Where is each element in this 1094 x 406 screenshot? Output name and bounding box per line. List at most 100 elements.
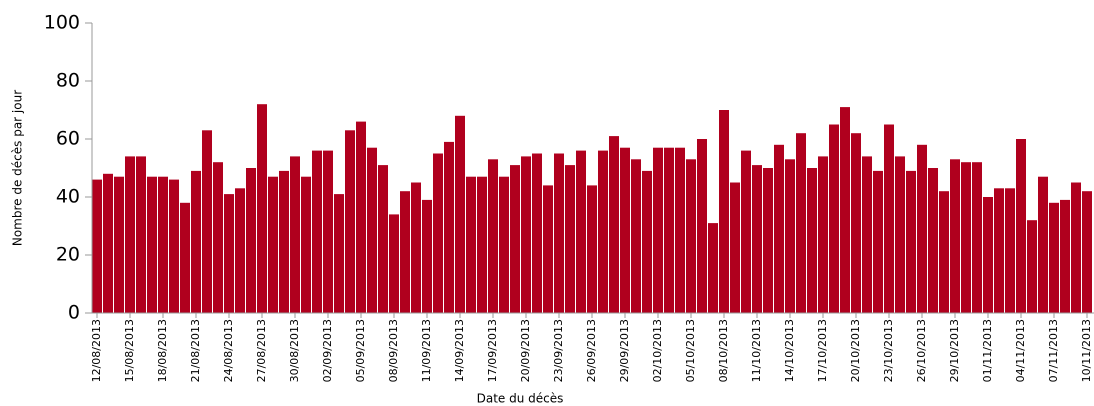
bar xyxy=(345,130,355,313)
bar xyxy=(257,104,267,313)
bar xyxy=(323,150,333,313)
bar xyxy=(818,156,828,313)
bar xyxy=(884,124,894,313)
x-tick-label: 08/09/2013 xyxy=(387,319,400,382)
x-tick-label: 27/08/2013 xyxy=(255,319,268,382)
bar xyxy=(235,188,245,313)
bar xyxy=(510,165,520,313)
bar xyxy=(719,110,729,313)
x-tick-label: 29/10/2013 xyxy=(948,319,961,382)
bar xyxy=(576,150,586,313)
x-axis-title: Date du décès xyxy=(477,392,564,406)
bar xyxy=(158,176,168,313)
bar xyxy=(730,182,740,313)
bar xyxy=(1038,176,1048,313)
bar xyxy=(92,179,102,313)
bar xyxy=(873,170,883,313)
bar xyxy=(642,170,652,313)
bar xyxy=(114,176,124,313)
x-tick-label: 26/09/2013 xyxy=(585,319,598,382)
y-tick-label: 100 xyxy=(44,12,80,34)
bar xyxy=(213,162,223,313)
bar xyxy=(587,185,597,313)
bar xyxy=(202,130,212,313)
x-tick-label: 23/09/2013 xyxy=(552,319,565,382)
bar xyxy=(125,156,135,313)
x-tick-label: 11/09/2013 xyxy=(420,319,433,382)
x-tick-label: 30/08/2013 xyxy=(288,319,301,382)
bar xyxy=(785,159,795,313)
bar xyxy=(169,179,179,313)
bar xyxy=(1049,202,1059,313)
bar xyxy=(840,107,850,313)
x-tick-label: 17/09/2013 xyxy=(486,319,499,382)
x-tick-label: 18/08/2013 xyxy=(156,319,169,382)
bar xyxy=(455,115,465,313)
bar xyxy=(862,156,872,313)
bar xyxy=(609,136,619,313)
bar xyxy=(895,156,905,313)
bar xyxy=(752,165,762,313)
bar xyxy=(444,141,454,313)
x-tick-label: 12/08/2013 xyxy=(90,319,103,382)
y-tick-label: 0 xyxy=(68,302,80,324)
x-tick-label: 26/10/2013 xyxy=(915,319,928,382)
bar xyxy=(675,147,685,313)
bar xyxy=(1016,139,1026,313)
bar xyxy=(686,159,696,313)
bar xyxy=(147,176,157,313)
bar xyxy=(807,168,817,313)
x-tick-label: 20/10/2013 xyxy=(849,319,862,382)
bar xyxy=(400,191,410,313)
bar xyxy=(961,162,971,313)
bar xyxy=(983,197,993,313)
bar xyxy=(598,150,608,313)
x-tick-label: 11/10/2013 xyxy=(750,319,763,382)
bar xyxy=(829,124,839,313)
bar xyxy=(774,144,784,313)
x-tick-label: 23/10/2013 xyxy=(882,319,895,382)
x-tick-label: 15/08/2013 xyxy=(123,319,136,382)
bar xyxy=(620,147,630,313)
x-tick-label: 14/10/2013 xyxy=(783,319,796,382)
bar xyxy=(356,121,366,313)
bar xyxy=(488,159,498,313)
bar xyxy=(367,147,377,313)
bar xyxy=(664,147,674,313)
bar xyxy=(532,153,542,313)
x-tick-label: 07/11/2013 xyxy=(1047,319,1060,382)
bar xyxy=(697,139,707,313)
bar xyxy=(312,150,322,313)
x-tick-label: 08/10/2013 xyxy=(717,319,730,382)
bar xyxy=(796,133,806,313)
bar xyxy=(543,185,553,313)
bar xyxy=(1071,182,1081,313)
bar xyxy=(268,176,278,313)
bar xyxy=(939,191,949,313)
bar xyxy=(521,156,531,313)
bar xyxy=(708,223,718,313)
y-axis-title: Nombre de décès par jour xyxy=(11,90,25,246)
bar xyxy=(1060,199,1070,313)
bar xyxy=(433,153,443,313)
bar xyxy=(631,159,641,313)
bar xyxy=(1027,220,1037,313)
bar xyxy=(741,150,751,313)
bar xyxy=(917,144,927,313)
x-tick-label: 02/09/2013 xyxy=(321,319,334,382)
bar xyxy=(180,202,190,313)
bar xyxy=(334,194,344,313)
x-tick-label: 05/10/2013 xyxy=(684,319,697,382)
x-tick-label: 21/08/2013 xyxy=(189,319,202,382)
x-tick-label: 14/09/2013 xyxy=(453,319,466,382)
bar xyxy=(1082,191,1092,313)
bar xyxy=(191,170,201,313)
x-tick-label: 29/09/2013 xyxy=(618,319,631,382)
y-tick-label: 80 xyxy=(56,70,80,92)
bar xyxy=(389,214,399,313)
y-tick-label: 60 xyxy=(56,128,80,150)
bar xyxy=(950,159,960,313)
bar xyxy=(301,176,311,313)
x-tick-label: 04/11/2013 xyxy=(1014,319,1027,382)
